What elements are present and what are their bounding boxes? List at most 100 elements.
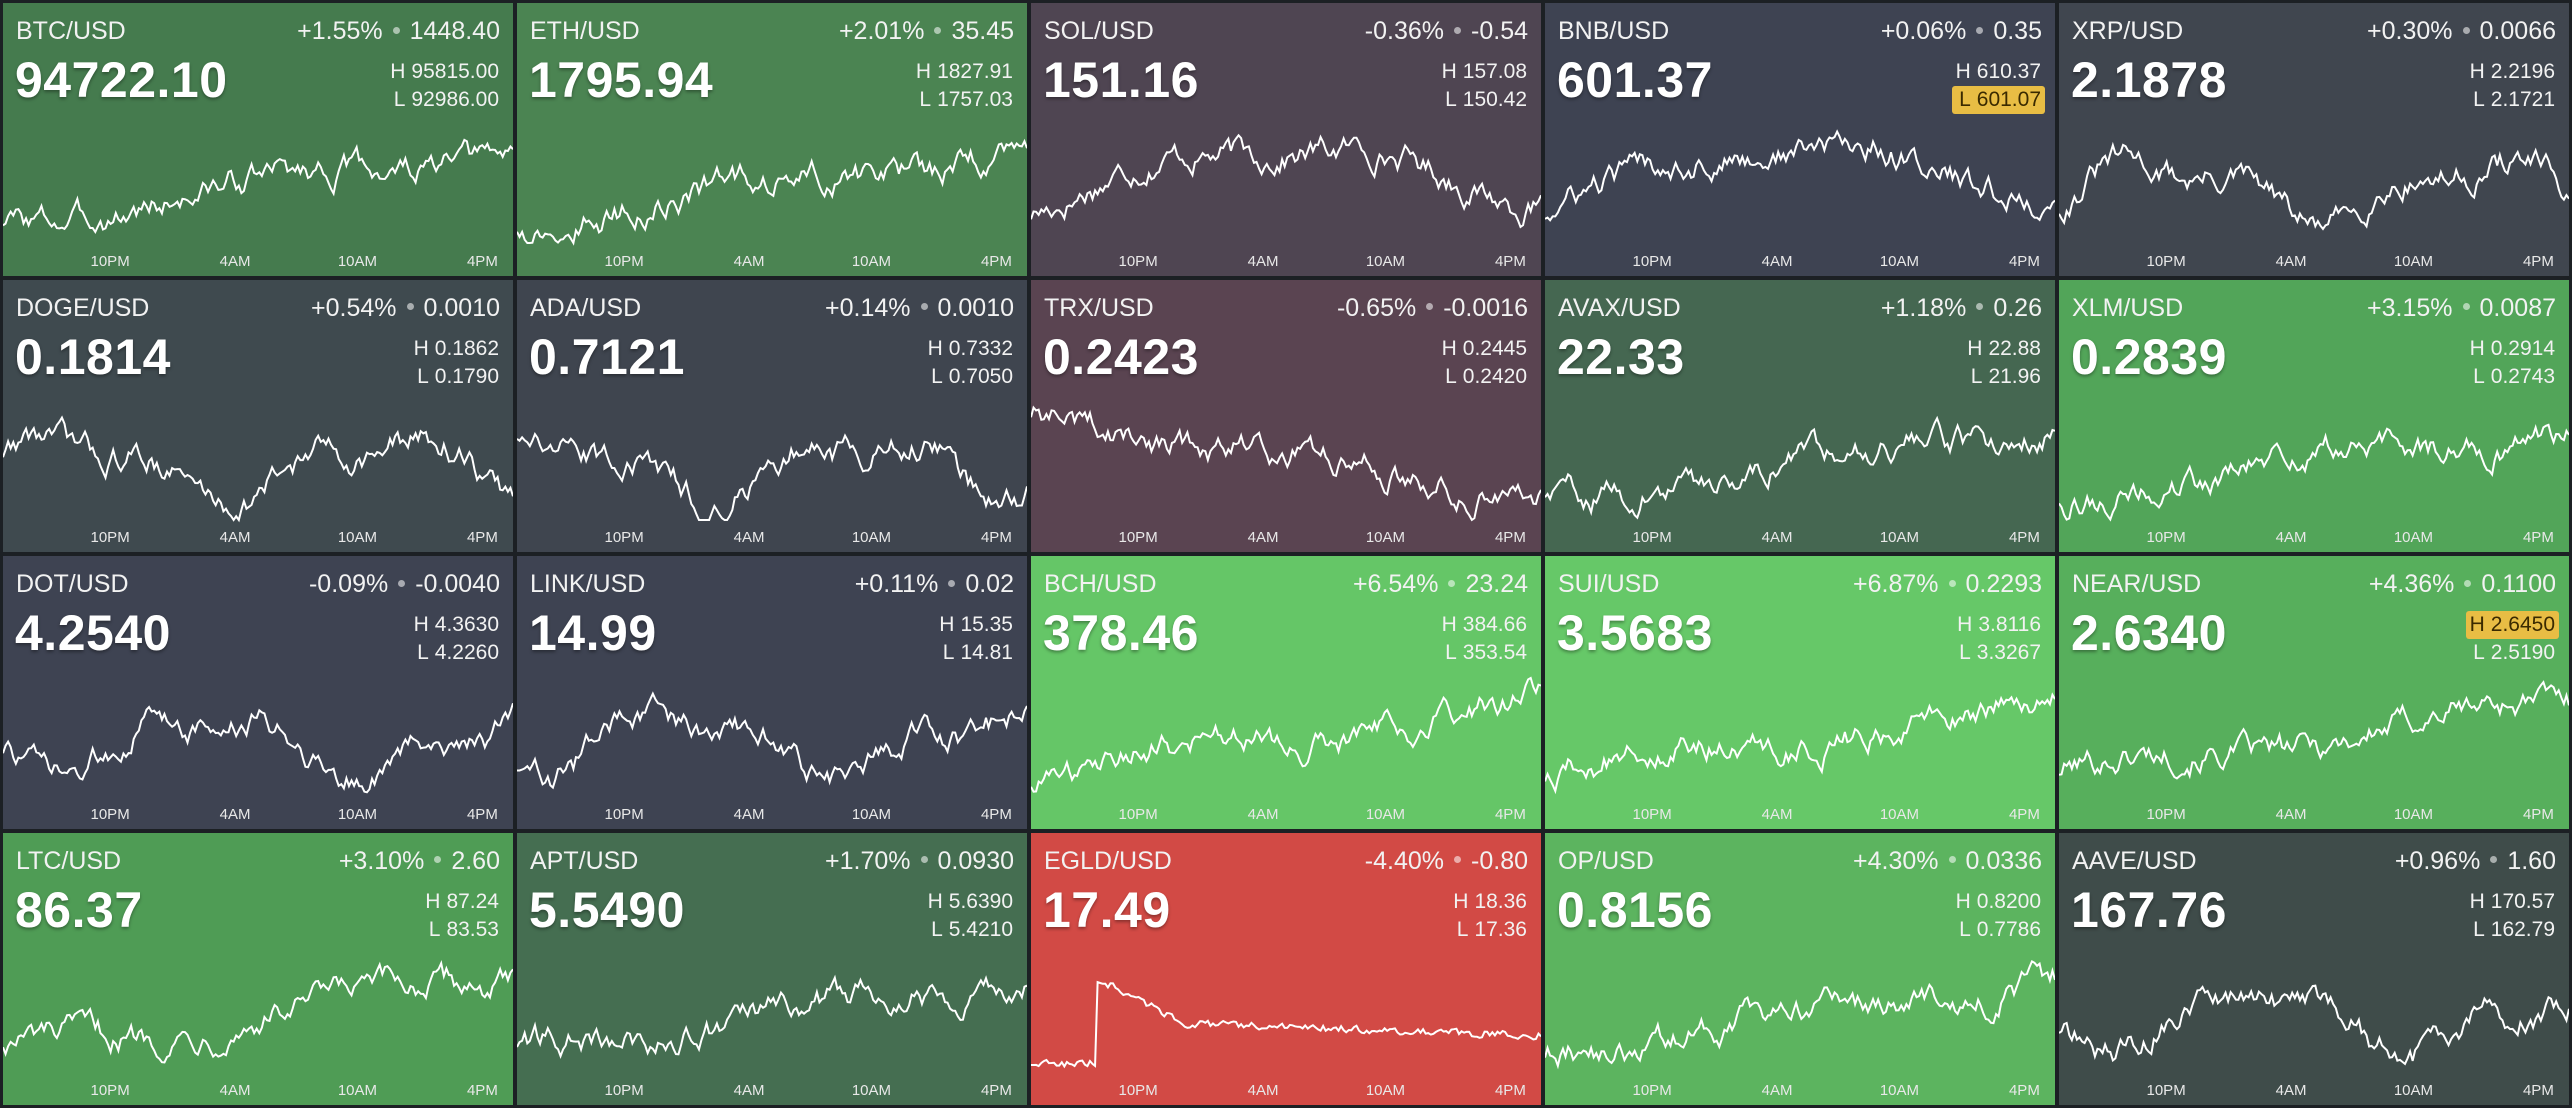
ticker-tile-ltc[interactable]: LTC/USD +3.10% 2.60 86.37 H 87.24 L 83.53 10PM 4A…	[3, 832, 513, 1105]
high-value: H 4.3630	[410, 611, 503, 639]
time-axis: 10PM 4AM 10AM 4PM	[2059, 1082, 2569, 1102]
low-label: L	[1445, 364, 1457, 388]
ticker-tile-eth[interactable]: ETH/USD +2.01% 35.45 1795.94 H 1827.91 L 1757.0…	[517, 3, 1027, 276]
low-label: L	[1959, 88, 1971, 111]
ticker-tile-doge[interactable]: DOGE/USD +0.54% 0.0010 0.1814 H 0.1862 L 0.1790…	[3, 279, 513, 552]
time-tick: 4PM	[1494, 252, 1526, 270]
time-tick: 10PM	[1118, 1082, 1158, 1099]
change-percent: -0.36%	[1364, 17, 1445, 45]
ticker-tile-xrp[interactable]: XRP/USD +0.30% 0.0066 2.1878 H 2.2196 L 2.1721 1…	[2059, 3, 2569, 276]
time-tick: 10AM	[1365, 1082, 1406, 1099]
low-value: L 92986.00	[386, 86, 503, 114]
change-percent: +4.30%	[1853, 846, 1939, 875]
high-low: H 0.7332 L 0.7050	[924, 335, 1017, 391]
time-tick: 4AM	[2275, 252, 2307, 270]
change-absolute: 0.02	[965, 570, 1014, 598]
change-absolute: 0.0930	[937, 846, 1014, 875]
sparkline-path	[1545, 418, 2055, 517]
time-tick: 10PM	[1632, 805, 1672, 823]
low-value: L 3.3267	[1953, 639, 2045, 667]
ticker-tile-bnb[interactable]: BNB/USD +0.06% 0.35 601.37 H 610.37 L 601.07 10P…	[1545, 3, 2055, 276]
change-percent: +0.11%	[854, 570, 939, 598]
change-info: +0.14% 0.0010	[825, 294, 1014, 323]
time-tick: 10AM	[1365, 252, 1406, 270]
high-label: H	[1967, 336, 1983, 360]
ticker-tile-sol[interactable]: SOL/USD -0.36% -0.54 151.16 H 157.08 L 150.42 10…	[1031, 3, 1541, 276]
last-price: 0.7121	[529, 328, 685, 385]
ticker-tile-xlm[interactable]: XLM/USD +3.15% 0.0087 0.2839 H 0.2914 L 0.2743 1…	[2059, 279, 2569, 552]
time-tick: 10AM	[337, 252, 378, 270]
ticker-tile-aave[interactable]: AAVE/USD +0.96% 1.60 167.76 H 170.57 L 162.79 10…	[2059, 832, 2569, 1105]
high-low: H 1827.91 L 1757.03	[912, 58, 1017, 114]
time-tick: 10AM	[851, 1082, 892, 1099]
change-absolute: 0.35	[1993, 17, 2042, 45]
ticker-tile-apt[interactable]: APT/USD +1.70% 0.0930 5.5490 H 5.6390 L 5.4210 1…	[517, 832, 1027, 1105]
change-info: +0.96% 1.60	[2395, 847, 2556, 876]
ticker-tile-near[interactable]: NEAR/USD +4.36% 0.1100 2.6340 H 2.6450 L 2.5190…	[2059, 556, 2569, 829]
low-number: 92986.00	[411, 88, 499, 111]
ticker-tile-avax[interactable]: AVAX/USD +1.18% 0.26 22.33 H 22.88 L 21.96 10PM 4…	[1545, 279, 2055, 552]
price-sparkline	[1545, 392, 2055, 532]
low-label: L	[2473, 364, 2485, 388]
price-sparkline	[1545, 668, 2055, 808]
high-low: H 0.2914 L 0.2743	[2466, 335, 2559, 391]
ticker-tile-bch[interactable]: BCH/USD +6.54% 23.24 378.46 H 384.66 L 353.54 10…	[1031, 556, 1541, 829]
ticker-tile-trx[interactable]: TRX/USD -0.65% -0.0016 0.2423 H 0.2445 L 0.2420…	[1031, 279, 1541, 552]
ticker-tile-sui[interactable]: SUI/USD +6.87% 0.2293 3.5683 H 3.8116 L 3.3267 1…	[1545, 556, 2055, 829]
high-value: H 0.8200	[1952, 888, 2045, 916]
time-tick: 10AM	[1879, 805, 1920, 823]
change-percent: +6.87%	[1853, 570, 1939, 598]
time-tick: 4AM	[733, 252, 765, 270]
sparkline-path	[2059, 145, 2569, 229]
change-absolute: -0.0040	[415, 570, 500, 598]
high-value: H 15.35	[935, 611, 1017, 639]
ticker-tile-link[interactable]: LINK/USD +0.11% 0.02 14.99 H 15.35 L 14.81 10PM 4…	[517, 556, 1027, 829]
time-axis: 10PM 4AM 10AM 4PM	[2059, 806, 2569, 826]
high-low: H 18.36 L 17.36	[1449, 888, 1531, 944]
change-info: -0.65% -0.0016	[1337, 294, 1528, 323]
high-value: H 95815.00	[386, 58, 503, 86]
time-axis: 10PM 4AM 10AM 4PM	[2059, 529, 2569, 549]
time-tick: 4AM	[1761, 252, 1793, 270]
time-tick: 10PM	[90, 252, 130, 270]
high-label: H	[390, 60, 406, 83]
low-number: 1757.03	[937, 88, 1013, 111]
change-percent: +0.06%	[1880, 17, 1967, 45]
change-info: +1.18% 0.26	[1881, 294, 2042, 323]
time-tick: 10AM	[1879, 529, 1920, 546]
low-label: L	[2473, 641, 2485, 664]
low-value: L 2.1721	[2466, 86, 2559, 114]
high-number: 0.2914	[2490, 336, 2555, 360]
time-tick: 4PM	[980, 805, 1012, 823]
ticker-tile-dot[interactable]: DOT/USD -0.09% -0.0040 4.2540 H 4.3630 L 4.2260…	[3, 556, 513, 829]
separator-dot	[2462, 303, 2470, 311]
time-tick: 4AM	[1247, 805, 1279, 823]
time-tick: 4PM	[466, 805, 498, 823]
change-info: +0.30% 0.0066	[2367, 17, 2556, 46]
change-absolute: 0.0010	[937, 293, 1014, 322]
sparkline-path	[2059, 985, 2569, 1063]
low-number: 3.3267	[1976, 641, 2041, 664]
ticker-tile-egld[interactable]: EGLD/USD -4.40% -0.80 17.49 H 18.36 L 17.36 10PM…	[1031, 832, 1541, 1105]
time-tick: 10AM	[337, 1082, 378, 1099]
low-number: 4.2260	[434, 641, 499, 664]
low-label: L	[2473, 88, 2485, 111]
sparkline-path	[1545, 132, 2055, 221]
change-info: +4.36% 0.1100	[2369, 570, 2556, 599]
high-low: H 22.88 L 21.96	[1963, 335, 2045, 391]
pair-label: NEAR/USD	[2072, 570, 2202, 598]
high-value: H 0.2914	[2466, 335, 2559, 363]
ticker-tile-op[interactable]: OP/USD +4.30% 0.0336 0.8156 H 0.8200 L 0.7786 10…	[1545, 832, 2055, 1105]
price-sparkline	[1545, 115, 2055, 255]
change-percent: +0.54%	[311, 293, 397, 322]
price-sparkline	[517, 668, 1027, 808]
time-tick: 10AM	[1879, 1082, 1920, 1099]
last-price: 94722.10	[15, 52, 228, 108]
ticker-tile-ada[interactable]: ADA/USD +0.14% 0.0010 0.7121 H 0.7332 L 0.7050 1…	[517, 279, 1027, 552]
low-label: L	[2473, 917, 2485, 941]
separator-dot	[920, 856, 928, 864]
ticker-tile-btc[interactable]: BTC/USD +1.55% 1448.40 94722.10 H 95815.00 L 92…	[3, 3, 513, 276]
sparkline-path	[517, 141, 1027, 243]
low-value: L 0.7786	[1952, 916, 2045, 944]
price-sparkline	[1545, 945, 2055, 1085]
